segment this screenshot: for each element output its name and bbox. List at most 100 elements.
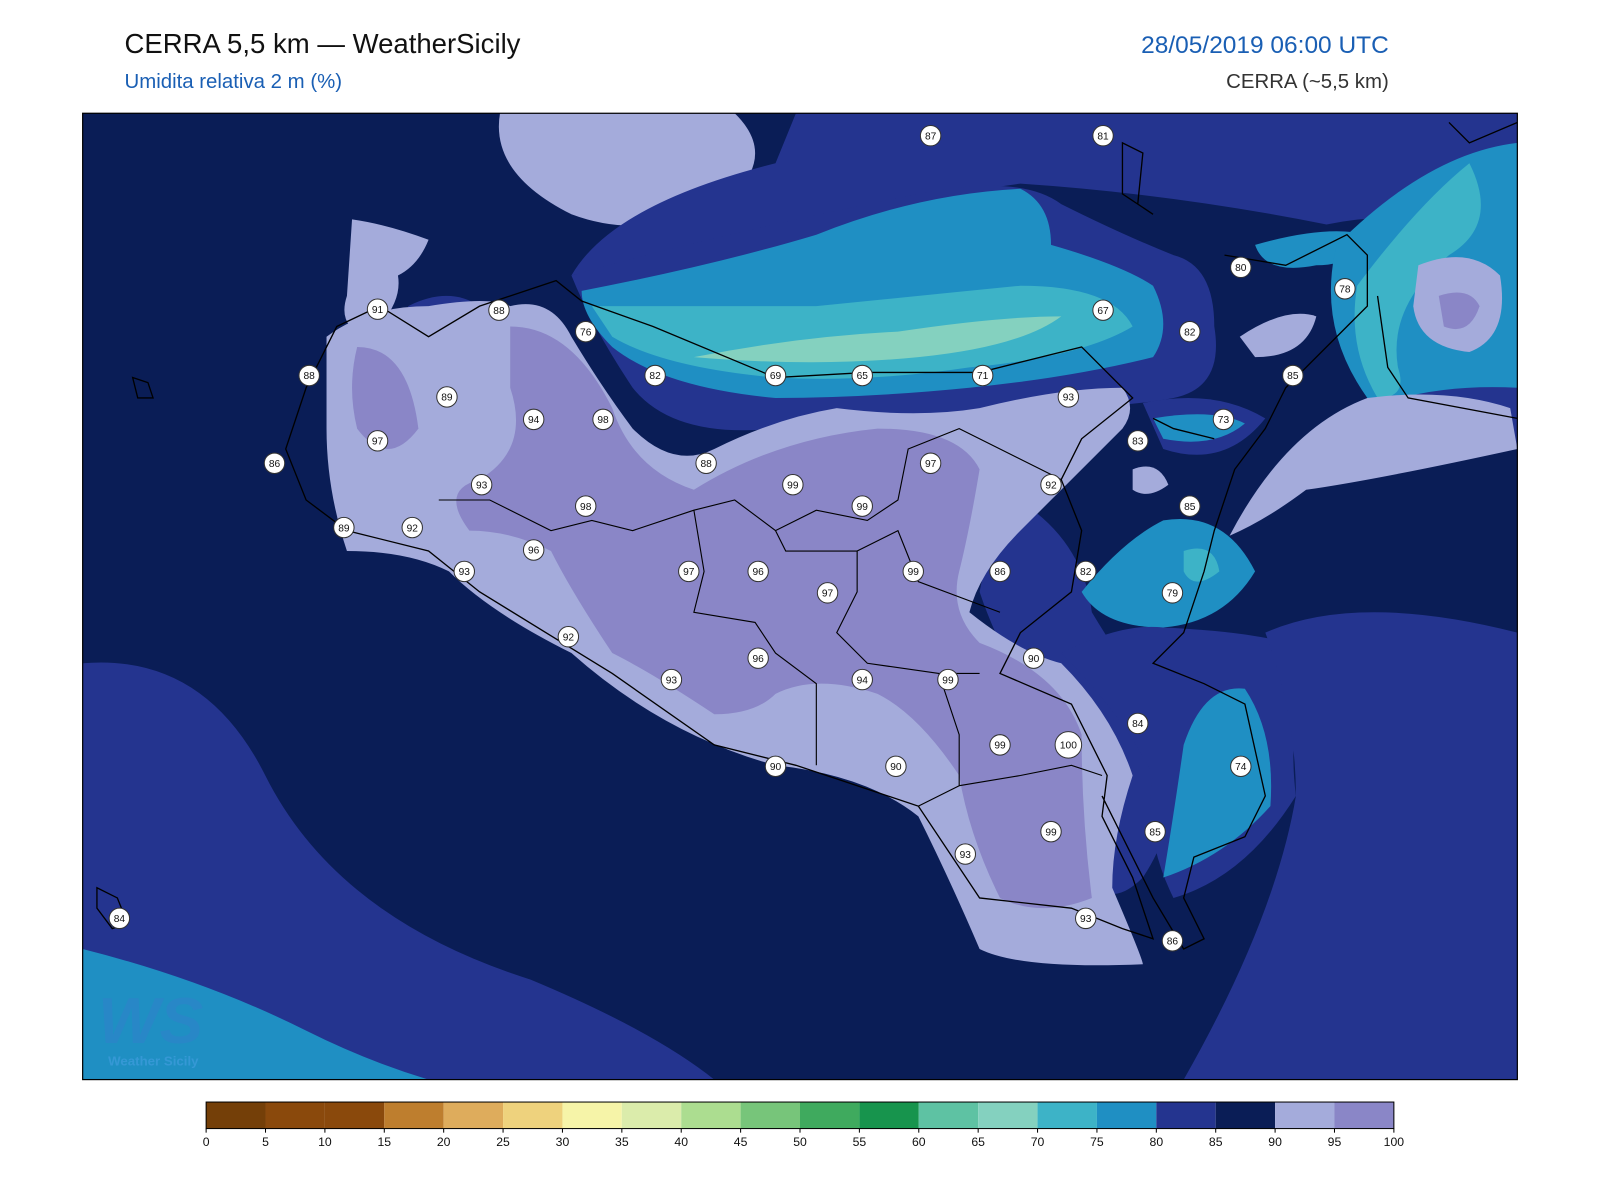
logo: WS Weather Sicily	[98, 984, 203, 1068]
station-value: 76	[580, 327, 592, 338]
station-marker	[108, 907, 131, 930]
station-marker	[747, 647, 769, 669]
colorbar-bin	[681, 1102, 741, 1129]
station-value: 93	[666, 675, 678, 686]
station-value: 97	[683, 567, 695, 578]
station-value: 96	[752, 567, 764, 578]
station-value: 99	[1045, 827, 1057, 838]
station-marker	[1054, 731, 1083, 759]
colorbar-tick-label: 60	[912, 1135, 926, 1149]
field-80-85	[571, 113, 1518, 276]
station-marker	[1334, 278, 1356, 300]
station-value: 82	[1080, 567, 1092, 578]
station-marker	[470, 473, 493, 496]
station-marker	[1161, 582, 1184, 604]
station-marker	[557, 626, 580, 648]
station-value: 92	[407, 523, 419, 534]
station-value: 67	[1097, 306, 1109, 317]
field-100	[352, 346, 419, 449]
colorbar-bin	[740, 1102, 800, 1129]
colorbar-tick-label: 45	[734, 1135, 748, 1149]
logo-mark: WS	[98, 984, 203, 1057]
station-value: 91	[372, 305, 384, 316]
station-marker	[366, 298, 389, 320]
colorbar-bin	[503, 1102, 563, 1129]
station-value: 99	[908, 567, 920, 578]
field-65-70	[693, 316, 1062, 363]
station-marker	[660, 668, 683, 691]
station-marker	[851, 668, 873, 691]
station-marker	[764, 755, 787, 778]
station-marker	[1161, 930, 1184, 952]
colorbar-bin	[1275, 1102, 1335, 1129]
station-marker	[954, 843, 977, 865]
map-frame	[82, 112, 1518, 1081]
station-value: 71	[977, 371, 989, 382]
station-marker	[851, 364, 873, 387]
station-value: 88	[493, 306, 505, 317]
station-marker	[1057, 386, 1080, 408]
station-value: 99	[857, 502, 869, 513]
field-75-80	[82, 948, 429, 1080]
station-value: 93	[1080, 914, 1092, 925]
station-marker	[592, 408, 614, 431]
field-80-85	[82, 662, 715, 1080]
station-marker	[453, 560, 475, 583]
colorbar-bin	[265, 1102, 325, 1129]
station-value: 85	[1287, 371, 1299, 382]
station-value: 65	[857, 371, 869, 382]
station-value: 97	[925, 459, 937, 470]
colorbar-bin	[562, 1102, 622, 1129]
station-marker	[366, 430, 389, 452]
stations: 87 81 80 78 91 88 76 67 82 88 82 69 65 71 85 89 94 98 93 73…	[108, 125, 1356, 952]
station-marker	[1022, 647, 1045, 669]
station-marker	[1040, 820, 1062, 843]
colorbar-tick-label: 85	[1209, 1135, 1223, 1149]
station-value: 94	[528, 415, 540, 426]
logo-name: Weather Sicily	[108, 1053, 199, 1068]
station-value: 86	[994, 567, 1006, 578]
station-value: 93	[960, 850, 972, 861]
colorbar-bin	[1037, 1102, 1097, 1129]
station-marker	[747, 560, 769, 583]
field-75-80	[1163, 688, 1272, 878]
station-value: 96	[528, 546, 540, 557]
field-80-85	[1183, 612, 1518, 1080]
station-marker	[764, 364, 787, 387]
station-marker	[1230, 755, 1252, 778]
colorbar-bin	[443, 1102, 504, 1129]
station-marker	[1179, 320, 1201, 343]
station-marker	[937, 668, 959, 691]
province-borders	[438, 427, 1103, 807]
colorbar-tick-label: 75	[1090, 1135, 1104, 1149]
station-value: 85	[1149, 827, 1161, 838]
station-value: 84	[1132, 719, 1144, 730]
station-marker	[695, 452, 717, 474]
station-value: 83	[1132, 437, 1144, 448]
station-value: 99	[942, 675, 954, 686]
station-value: 98	[597, 415, 609, 426]
colorbar-tick-label: 50	[793, 1135, 807, 1149]
station-value: 92	[1045, 480, 1057, 491]
station-value: 81	[1097, 131, 1109, 142]
station-marker	[851, 495, 873, 517]
colorbar-tick-label: 65	[971, 1135, 985, 1149]
station-value: 100	[1060, 741, 1077, 752]
colorbar-bin	[206, 1102, 266, 1129]
station-marker	[575, 320, 597, 343]
station-value: 78	[1339, 284, 1351, 295]
colorbar-bin	[1215, 1102, 1276, 1129]
colorbar-tick-label: 5	[262, 1135, 269, 1149]
field-95-100	[344, 219, 429, 337]
colorbar-tick-label: 10	[318, 1135, 332, 1149]
station-value: 90	[890, 762, 902, 773]
station-value: 86	[269, 459, 281, 470]
station-value: 90	[1028, 654, 1040, 665]
station-value: 96	[752, 654, 764, 665]
station-value: 82	[1184, 327, 1196, 338]
station-value: 84	[114, 914, 126, 925]
map	[82, 113, 1518, 1080]
colorbar-tick-label: 35	[615, 1135, 629, 1149]
station-marker	[401, 516, 423, 539]
station-marker	[678, 560, 700, 583]
